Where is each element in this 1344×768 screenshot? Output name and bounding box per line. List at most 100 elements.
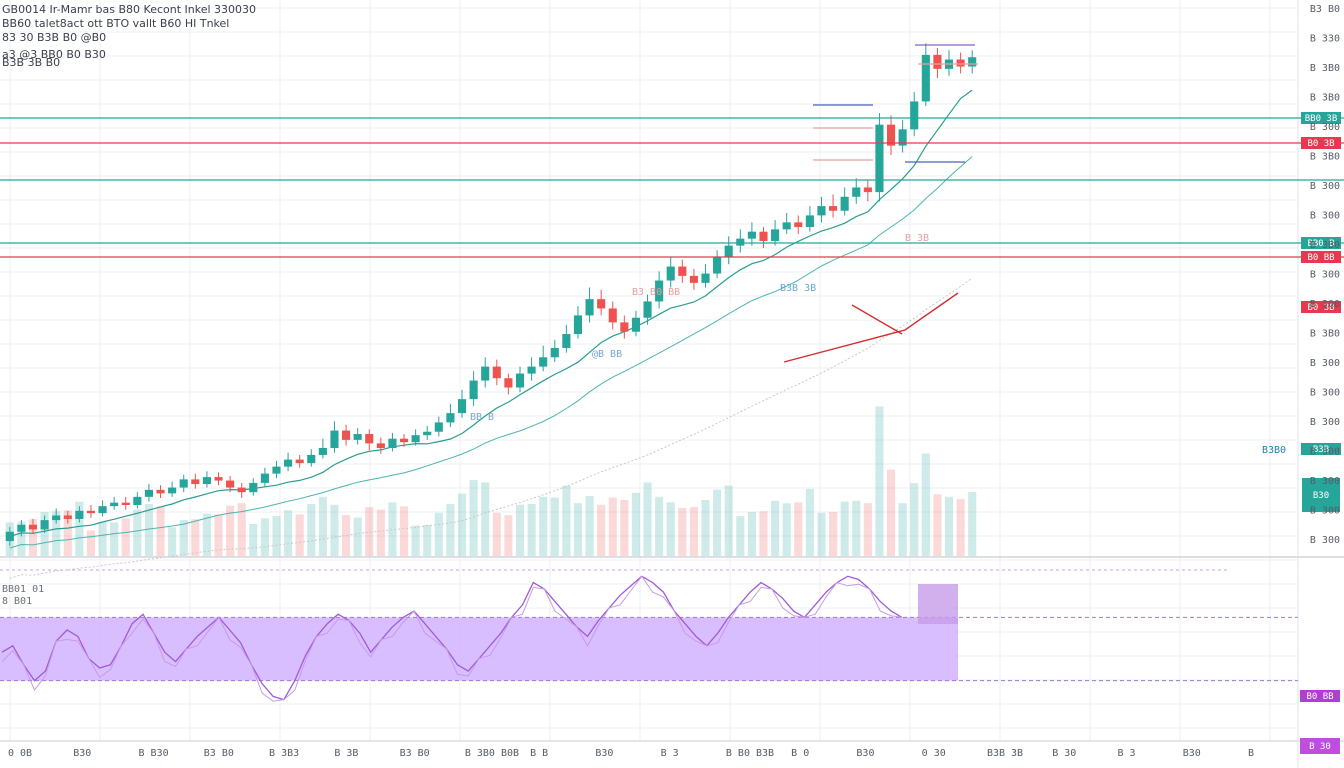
rsi-tag-1-label: B0 BB bbox=[1306, 692, 1333, 702]
candle-body bbox=[110, 502, 119, 507]
rsi-pane-label[interactable]: BB01 01 8 B01 bbox=[2, 584, 44, 608]
volume-tag-2 bbox=[1302, 478, 1340, 512]
price-axis-label: B 300 bbox=[1310, 506, 1340, 517]
candle-body bbox=[376, 443, 385, 448]
volume-tag-1 bbox=[1301, 443, 1341, 455]
volume-bar bbox=[284, 510, 293, 556]
candle-body bbox=[318, 448, 327, 455]
price-axis[interactable]: B3 B0 B 330 B 3B0 B 3B0 B 300 B 3B0 B 300 B 300… bbox=[1310, 4, 1340, 546]
candle-body bbox=[353, 434, 362, 440]
time-axis-label: B 3B bbox=[334, 748, 358, 759]
candle-body bbox=[527, 366, 536, 374]
volume-bar bbox=[168, 527, 177, 556]
volume-bar bbox=[550, 497, 559, 556]
candle-body bbox=[481, 366, 490, 381]
volume-bar bbox=[446, 504, 455, 556]
volume-bar bbox=[237, 503, 246, 556]
volume-bar bbox=[457, 493, 467, 556]
rsi-pane bbox=[0, 575, 1298, 702]
legend-symbol-line[interactable]: GB0014 Ir-Mamr bas B80 Kecont Inkel 3300… bbox=[2, 3, 257, 16]
price-axis-label: B 300 bbox=[1310, 211, 1340, 222]
candle-body bbox=[515, 373, 525, 388]
volume-bar bbox=[144, 504, 153, 556]
volume-bar bbox=[852, 500, 861, 556]
time-axis[interactable]: 0 0B B30 B B30 B3 B0 B 3B3 B 3B B3 B0 B 3B0 B0B… bbox=[8, 748, 1254, 759]
candle-body bbox=[40, 520, 49, 530]
level-green-3-tag-label: BB0 B bbox=[1307, 239, 1334, 249]
volume-bar bbox=[678, 508, 687, 556]
candle-body bbox=[492, 366, 501, 379]
time-axis-label: B30 bbox=[595, 748, 613, 759]
candle-body bbox=[539, 357, 548, 367]
price-axis-label: B 3B0 bbox=[1310, 329, 1340, 340]
volume-bar bbox=[318, 496, 327, 556]
horizontal-levels[interactable]: BB0 3B B0 3B BB0 B B0 BB B0 3B B3B B30 B0 BB B 3… bbox=[0, 112, 1344, 754]
volume-bar bbox=[736, 516, 745, 556]
volume-bar bbox=[944, 496, 954, 556]
volume-bar bbox=[353, 517, 362, 556]
price-axis-label: B 300 bbox=[1310, 358, 1340, 369]
volume-bar bbox=[759, 511, 768, 556]
volume-bar bbox=[492, 512, 501, 556]
volume-bar bbox=[689, 507, 698, 556]
legend-values-line-2: a3 @3 BB0 B0 B30 bbox=[2, 48, 106, 61]
price-axis-label: B 3B0 bbox=[1310, 240, 1340, 251]
candle-body bbox=[666, 266, 675, 281]
time-axis-label: B 3B0 B0B bbox=[465, 748, 519, 759]
candle-body bbox=[191, 479, 200, 485]
candle-body bbox=[573, 315, 583, 335]
volume-bar bbox=[794, 502, 803, 556]
price-axis-label: B 3B0 bbox=[1310, 152, 1340, 163]
candle-body bbox=[226, 480, 235, 488]
candle-body bbox=[86, 510, 96, 514]
legend-values-line-1: 83 30 B3B B0 @B0 bbox=[2, 31, 107, 44]
candle-body bbox=[411, 435, 420, 443]
volume-bar bbox=[365, 507, 374, 556]
rsi-highlight-box bbox=[918, 584, 958, 624]
time-axis-label: B 0 bbox=[791, 748, 809, 759]
candle-body bbox=[643, 301, 652, 318]
time-axis-label: B30 bbox=[856, 748, 874, 759]
volume-bar bbox=[423, 524, 432, 556]
volume-bar bbox=[469, 480, 478, 556]
volume-bar bbox=[17, 521, 26, 556]
candle-body bbox=[75, 510, 84, 519]
candle-body bbox=[829, 206, 838, 211]
volume-bar bbox=[515, 504, 525, 556]
volume-bar bbox=[98, 521, 107, 556]
volume-bar bbox=[817, 512, 826, 556]
rsi-tag-1 bbox=[1300, 690, 1340, 702]
price-axis-label: B 300 bbox=[1310, 181, 1340, 192]
level-red-1-tag-label: B0 3B bbox=[1307, 139, 1334, 149]
candle-body bbox=[678, 266, 687, 276]
legend-info-line: BB60 talet8act ott BTO vallt B60 HI Tnke… bbox=[2, 17, 230, 30]
volume-bar bbox=[28, 519, 38, 556]
volume-bar bbox=[898, 503, 907, 556]
candle-body bbox=[5, 531, 14, 542]
volume-bar bbox=[597, 504, 606, 556]
volume-bar bbox=[295, 514, 304, 556]
rsi-tag-2-label: B 30 bbox=[1309, 742, 1331, 752]
candle-body bbox=[910, 101, 919, 130]
candle-body bbox=[249, 482, 258, 493]
volume-bar bbox=[307, 504, 316, 556]
candle-body bbox=[307, 454, 316, 464]
level-green-3-tag bbox=[1301, 237, 1341, 249]
volume-bar bbox=[63, 510, 72, 556]
candle-body bbox=[875, 124, 884, 193]
price-axis-label: B 300 bbox=[1310, 270, 1340, 281]
rsi-label-line-1: BB01 01 bbox=[2, 584, 45, 595]
candle-body bbox=[782, 222, 791, 230]
candle-body bbox=[724, 245, 733, 258]
volume-bar bbox=[226, 505, 235, 556]
chart-annotation-label_a: B3B 3B bbox=[780, 283, 816, 294]
time-axis-label: B 3 bbox=[1117, 748, 1135, 759]
candle-body bbox=[597, 299, 606, 309]
price-axis-label: B 300 bbox=[1310, 535, 1340, 546]
legend-values-line-3: B3B 3B B0 bbox=[2, 56, 61, 69]
candle-body bbox=[550, 347, 559, 358]
level-red-1-tag bbox=[1301, 137, 1341, 149]
candle-body bbox=[620, 322, 629, 332]
ma-fast bbox=[9, 89, 973, 537]
candle-body bbox=[562, 334, 571, 348]
